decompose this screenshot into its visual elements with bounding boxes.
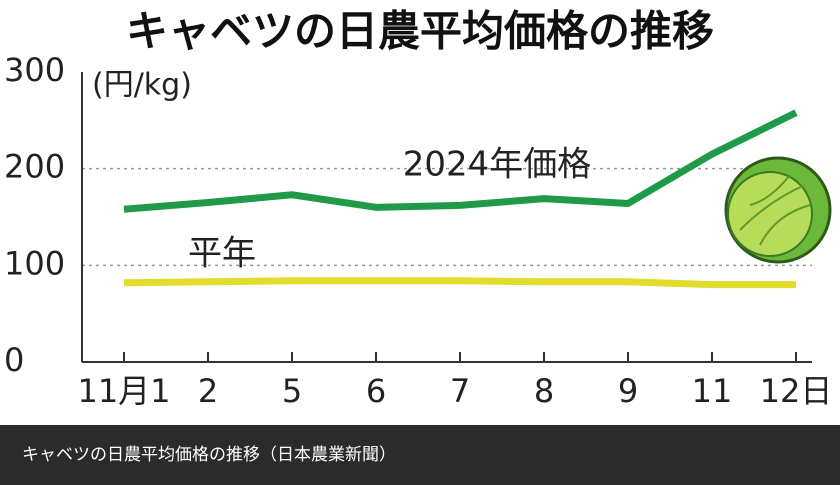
y-tick-label: 300 xyxy=(4,51,65,89)
cabbage-icon xyxy=(724,156,832,264)
series-label: 平年 xyxy=(188,234,256,274)
caption: キャベツの日農平均価格の推移（日本農業新聞） xyxy=(0,425,840,485)
y-tick-label: 200 xyxy=(4,148,65,186)
x-tick-label: 11月1 xyxy=(77,372,170,410)
series-line xyxy=(123,109,798,213)
x-tick-label: 7 xyxy=(450,372,470,410)
y-axis-label: (円/kg) xyxy=(92,68,192,103)
x-tick-label: 9 xyxy=(618,372,638,410)
chart: キャベツの日農平均価格の推移 (円/kg) 0 100 200 300 11月1 2 5 6 7… xyxy=(4,7,833,411)
x-tick-label: 5 xyxy=(282,372,302,410)
chart-title: キャベツの日農平均価格の推移 xyxy=(126,7,714,56)
x-tick-label: 8 xyxy=(534,372,554,410)
y-tick-label: 100 xyxy=(4,244,65,282)
x-tick-label: 6 xyxy=(366,372,386,410)
series-label: 2024年価格 xyxy=(403,145,592,185)
x-tick-label: 11 xyxy=(692,372,733,410)
y-tick-label: 0 xyxy=(4,341,24,379)
series-line xyxy=(123,277,796,289)
x-tick-label: 12日 xyxy=(760,372,833,410)
x-tick-label: 2 xyxy=(198,372,218,410)
